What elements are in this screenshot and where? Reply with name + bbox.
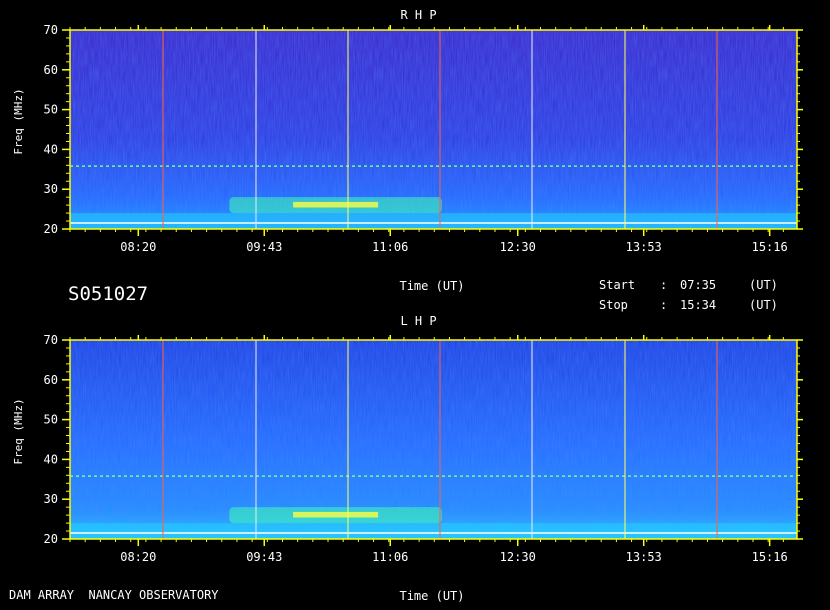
record-id: S051027	[68, 283, 149, 305]
panel-title: L H P	[400, 314, 436, 328]
y-tick-label: 50	[44, 103, 58, 117]
x-tick-label: 09:43	[246, 240, 282, 254]
panel-title: R H P	[400, 8, 436, 22]
x-axis-label: Time (UT)	[399, 589, 464, 603]
y-tick-label: 30	[44, 492, 58, 506]
start-separator: :	[660, 278, 668, 292]
x-tick-label: 09:43	[246, 550, 282, 564]
instrument-footer: DAM ARRAY NANCAY OBSERVATORY	[9, 588, 219, 602]
start-unit: (UT)	[749, 278, 778, 292]
y-tick-label: 70	[44, 333, 58, 347]
y-tick-label: 20	[44, 532, 58, 546]
spectrum-noise	[70, 340, 797, 539]
y-axis-label: Freq (MHz)	[12, 398, 25, 464]
x-tick-label: 12:30	[500, 240, 536, 254]
y-tick-label: 70	[44, 23, 58, 37]
emission-core	[293, 511, 379, 518]
start-time: 07:35	[680, 278, 717, 292]
start-label: Start	[599, 278, 636, 292]
stop-separator: :	[660, 298, 668, 312]
y-tick-label: 50	[44, 413, 58, 427]
y-tick-label: 30	[44, 182, 58, 196]
x-tick-label: 08:20	[120, 550, 156, 564]
x-tick-label: 08:20	[120, 240, 156, 254]
x-tick-label: 12:30	[500, 550, 536, 564]
stop-unit: (UT)	[749, 298, 778, 312]
x-tick-label: 11:06	[372, 240, 408, 254]
x-tick-label: 15:16	[752, 240, 788, 254]
y-tick-label: 20	[44, 222, 58, 236]
stop-label: Stop	[599, 298, 628, 312]
x-tick-label: 13:53	[626, 240, 662, 254]
stop-time: 15:34	[680, 298, 717, 312]
x-tick-label: 11:06	[372, 550, 408, 564]
plot-frame	[69, 29, 798, 230]
y-axis-label: Freq (MHz)	[12, 88, 25, 154]
y-tick-label: 60	[44, 63, 58, 77]
x-axis-label: Time (UT)	[399, 279, 464, 293]
x-tick-label: 13:53	[626, 550, 662, 564]
y-tick-label: 60	[44, 373, 58, 387]
lhp-panel: 20 30 40 50 60 70 08:20 09:43 11:06 12:30 13:53 15:…	[12, 314, 803, 603]
plot-frame	[69, 339, 798, 540]
rhp-panel: 20 30 40 50 60 70 08:20 09:43 11:06 12:30 13:53 15:…	[12, 8, 803, 293]
low-frequency-band	[70, 523, 797, 539]
emission-core	[293, 201, 379, 208]
y-tick-label: 40	[44, 452, 58, 466]
x-tick-label: 15:16	[752, 550, 788, 564]
y-tick-label: 40	[44, 142, 58, 156]
low-frequency-band	[70, 213, 797, 229]
spectrum-noise	[70, 30, 797, 229]
